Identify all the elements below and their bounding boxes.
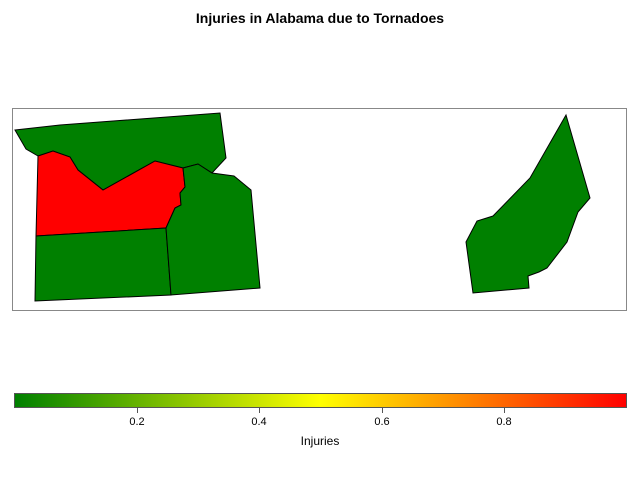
region-east-county[interactable] <box>465 113 591 294</box>
legend-tick-label: 0.6 <box>374 416 390 428</box>
legend-tick-mark <box>382 408 383 413</box>
legend-label: Injuries <box>300 434 340 448</box>
map-frame <box>12 108 627 311</box>
color-legend-bar <box>14 393 627 408</box>
legend-tick-label: 0.4 <box>251 416 267 428</box>
legend-tick-label: 0.8 <box>496 416 512 428</box>
legend-tick-mark <box>259 408 260 413</box>
legend-tick-mark <box>137 408 138 413</box>
legend-tick-label: 0.2 <box>129 416 145 428</box>
region-middle-county[interactable] <box>165 163 261 296</box>
chart-title: Injuries in Alabama due to Tornadoes <box>195 10 445 26</box>
legend-tick-mark <box>504 408 505 413</box>
region-south-west-county[interactable] <box>34 227 172 302</box>
